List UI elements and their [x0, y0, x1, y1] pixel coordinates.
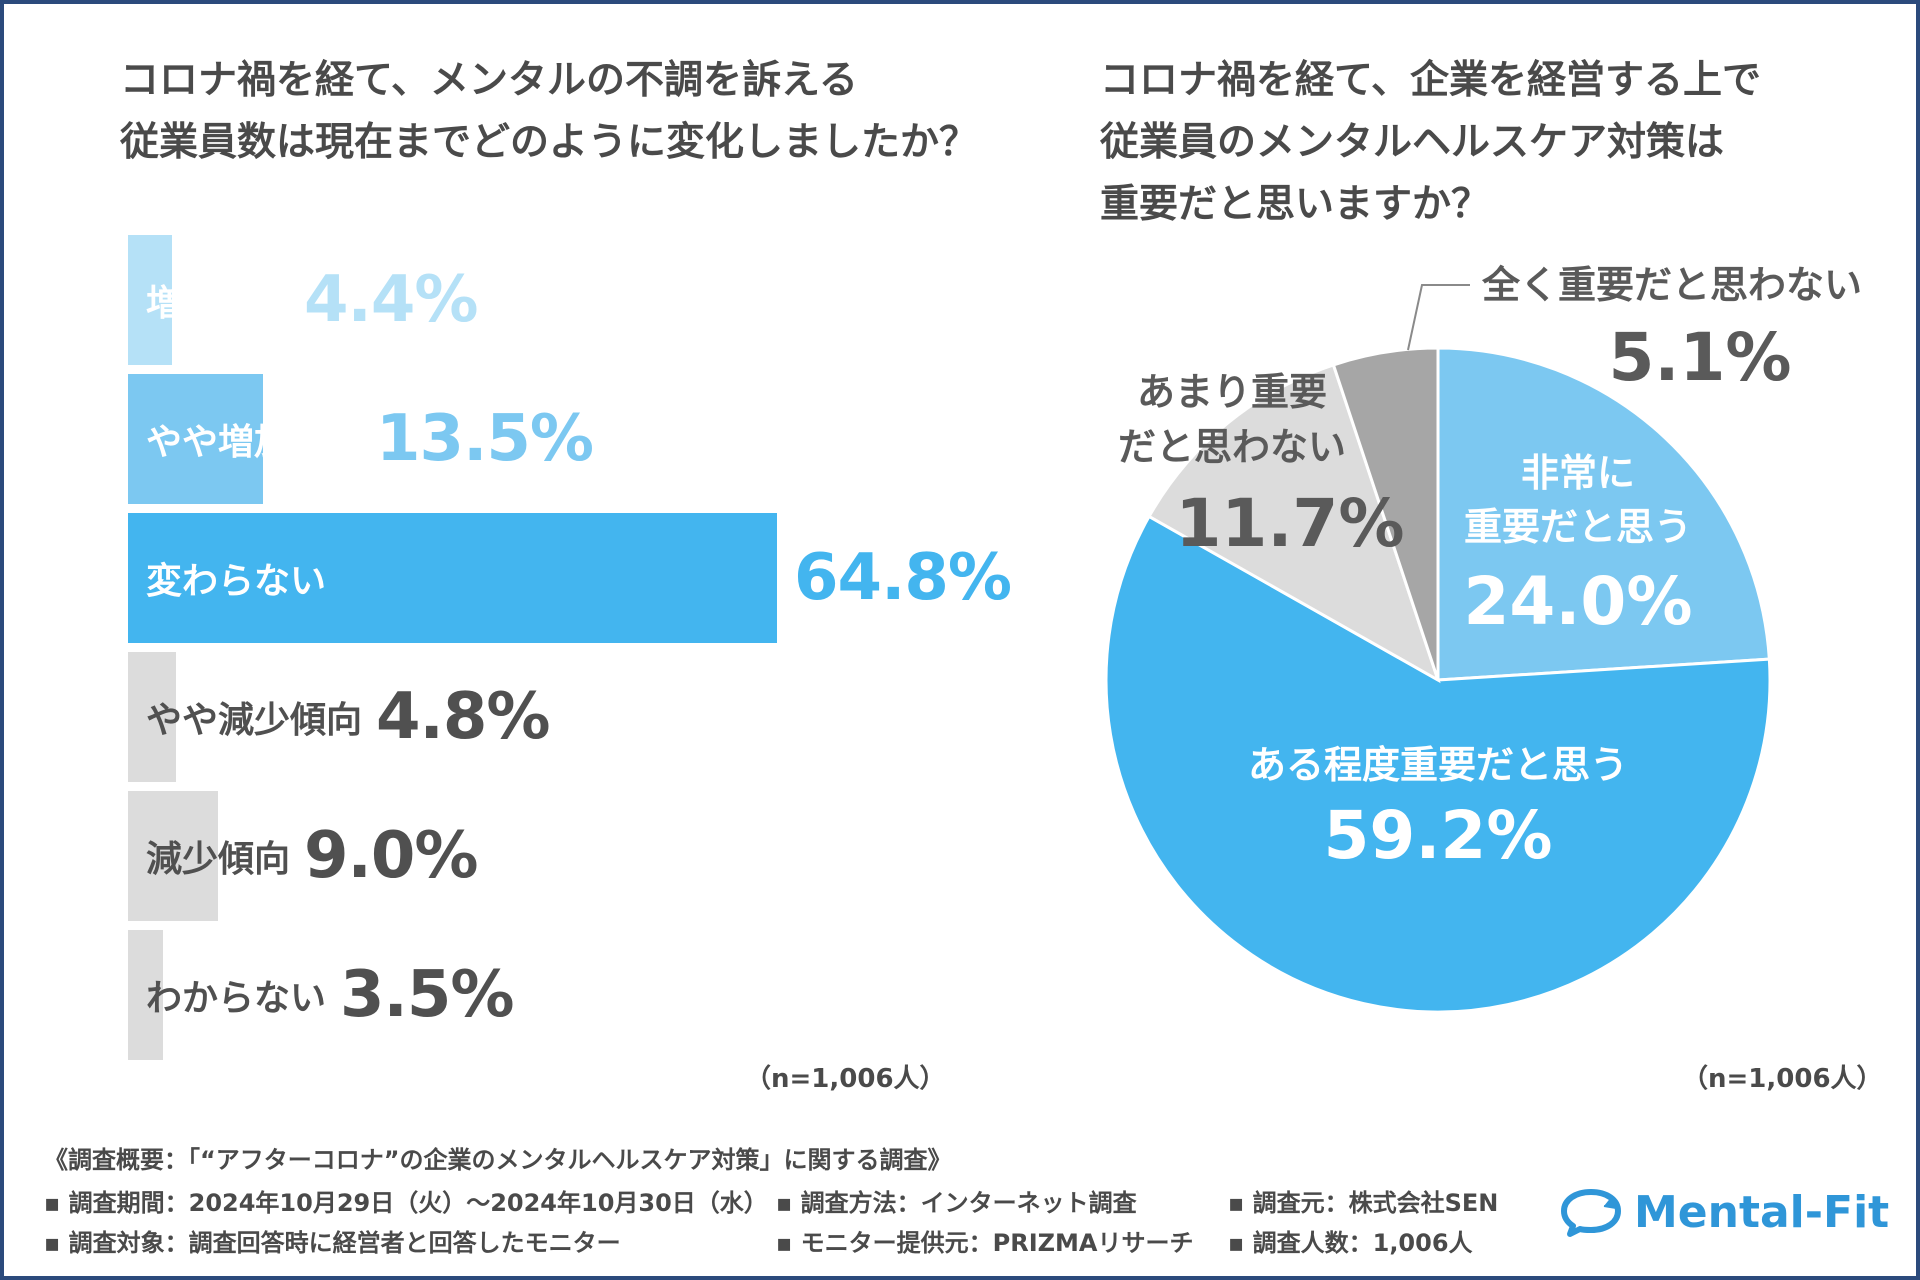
pie-slice-1 — [1104, 514, 1772, 1014]
right-title-line: 重要だと思いますか？ — [1100, 182, 1491, 227]
pie-label-slice-2: あまり重要 — [1137, 370, 1327, 414]
bar-value-label: 4.4% — [304, 263, 478, 337]
bar — [128, 374, 264, 504]
bar-category-label: 増加傾向 — [146, 283, 291, 324]
left-sample-size: （n=1,006人） — [745, 1064, 946, 1094]
left-chart-title: コロナ禍を経て、メンタルの不調を訴える 従業員数は現在までどのように変化しました… — [120, 50, 978, 174]
bar-value-label: 3.5% — [340, 958, 514, 1032]
pie-value-slice-3: 5.1% — [1608, 319, 1791, 396]
speech-bubble-refresh-icon — [1561, 1189, 1621, 1237]
left-title-line: 従業員数は現在までどのように変化しましたか？ — [120, 120, 979, 165]
pie-leader-line — [1407, 284, 1470, 351]
survey-method: ▪ 調査方法：インターネット調査 — [776, 1189, 1137, 1217]
bar-category-label: 減少傾向 — [146, 839, 291, 880]
right-sample-size: （n=1,006人） — [1682, 1064, 1883, 1094]
bar — [128, 235, 173, 365]
bar — [128, 513, 777, 643]
survey-period: ▪ 調査期間：2024年10月29日（火）〜2024年10月30日（水） — [44, 1189, 768, 1217]
pie-label-slice-1: ある程度重要だと思う — [1248, 743, 1628, 787]
bar-category-label: わからない — [146, 978, 327, 1019]
pie-slice-3 — [1331, 346, 1440, 681]
pie-label-slice-0: 重要だと思う — [1464, 505, 1692, 549]
bar — [128, 791, 219, 921]
bar — [128, 652, 177, 782]
bar-value-label: 4.8% — [376, 680, 550, 754]
bar — [128, 930, 164, 1060]
survey-provider: ▪ モニター提供元：PRIZMAリサーチ — [776, 1229, 1194, 1257]
bar-value-label: 64.8% — [794, 541, 1012, 615]
bar-value-label: 9.0% — [304, 819, 478, 893]
mental-fit-logo: Mental-Fit — [1558, 1184, 1889, 1240]
pie-label-slice-0: 非常に — [1521, 451, 1635, 495]
right-title-line: コロナ禍を経て、企業を経営する上で — [1100, 58, 1762, 103]
survey-target: ▪ 調査対象：調査回答時に経営者と回答したモニター — [44, 1229, 621, 1257]
right-chart-title: コロナ禍を経て、企業を経営する上で 従業員のメンタルヘルスケア対策は 重要だと思… — [1100, 50, 1761, 236]
pie-slice-0 — [1436, 346, 1771, 682]
bar-category-label: やや増加傾向 — [146, 422, 363, 463]
survey-source: ▪ 調査元：株式会社SEN — [1228, 1189, 1499, 1217]
left-title-line: コロナ禍を経て、メンタルの不調を訴える — [120, 58, 858, 103]
pie-value-slice-0: 24.0% — [1464, 563, 1693, 640]
right-title-line: 従業員のメンタルヘルスケア対策は — [1100, 120, 1725, 165]
logo-text: Mental-Fit — [1634, 1186, 1890, 1238]
pie-value-slice-2: 11.7% — [1176, 485, 1405, 562]
pie-value-slice-1: 59.2% — [1324, 797, 1553, 874]
survey-heading: 《調査概要：「“アフターコロナ”の企業のメンタルヘルスケア対策」に関する調査》 — [44, 1146, 952, 1174]
survey-count: ▪ 調査人数：1,006人 — [1228, 1229, 1473, 1257]
pie-label-slice-2: だと思わない — [1118, 425, 1346, 469]
bar-category-label: やや減少傾向 — [146, 700, 363, 741]
pie-label-slice-3: 全く重要だと思わない — [1481, 263, 1862, 307]
bar-value-label: 13.5% — [376, 402, 594, 476]
pie-slice-2 — [1147, 363, 1441, 684]
bar-category-label: 変わらない — [146, 561, 327, 602]
